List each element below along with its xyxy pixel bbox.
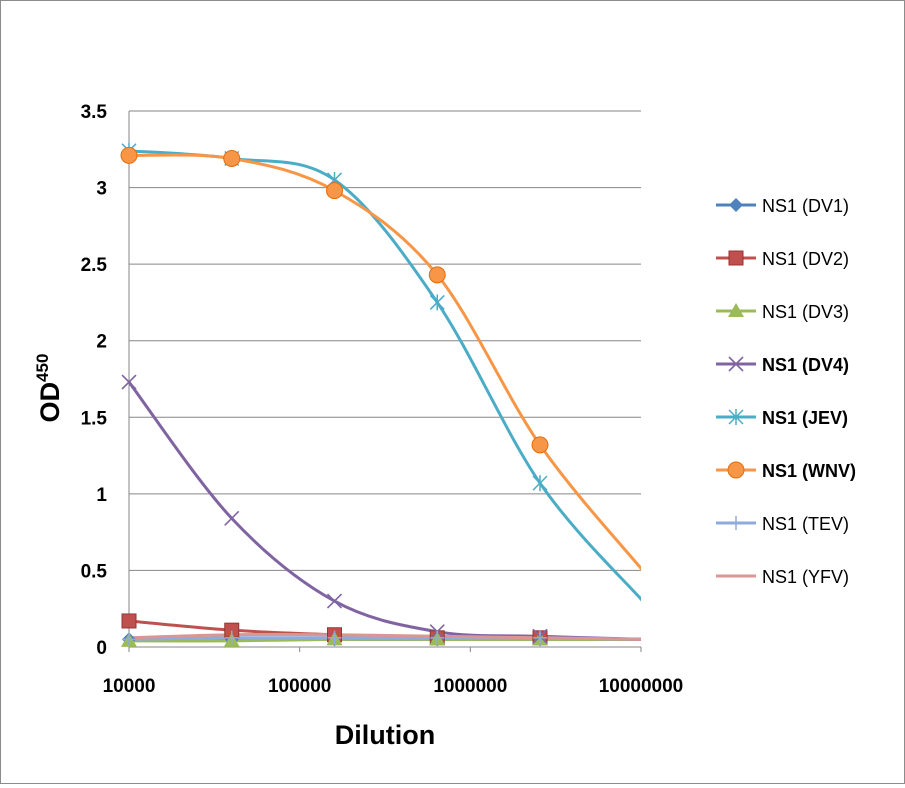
data-point-ns1-dv4 xyxy=(121,374,137,390)
legend-marker xyxy=(728,303,744,317)
legend-marker xyxy=(727,461,745,479)
data-point-ns1-tev xyxy=(327,630,342,645)
data-point-ns1-wnv xyxy=(531,436,549,454)
y-tick-label: 0.5 xyxy=(81,561,108,582)
x-tick-label: 10000000 xyxy=(599,676,684,697)
legend-label: NS1 (TEV) xyxy=(762,514,849,534)
y-tick-label: 1.5 xyxy=(81,408,108,429)
legend-marker xyxy=(729,516,743,530)
legend-label: NS1 (DV1) xyxy=(762,196,849,216)
legend-item-ns1-dv4: NS1 (DV4) xyxy=(716,355,849,375)
y-axis-title-main: OD xyxy=(35,382,65,423)
y-axis-title-superscript: 450 xyxy=(33,354,52,382)
legend-item-ns1-dv1: NS1 (DV1) xyxy=(716,196,849,216)
legend-item-ns1-jev: NS1 (JEV) xyxy=(716,408,848,428)
data-point-ns1-dv4 xyxy=(326,593,343,609)
legend-label: NS1 (WNV) xyxy=(762,461,856,481)
data-point-ns1-jev xyxy=(532,475,548,492)
data-point-ns1-tev xyxy=(122,632,136,647)
legend-marker xyxy=(729,198,743,212)
data-point-ns1-wnv xyxy=(326,182,344,200)
legend-marker xyxy=(728,409,744,425)
series-line-ns1-dv4 xyxy=(129,380,641,641)
y-tick-label: 2.5 xyxy=(81,255,108,276)
x-tick-label: 1000000 xyxy=(433,676,507,697)
data-point-ns1-dv2 xyxy=(121,613,137,629)
y-tick-label: 3.5 xyxy=(81,102,108,123)
x-axis-title: Dilution xyxy=(335,720,435,750)
y-tick-label: 1 xyxy=(96,485,107,506)
data-point-ns1-wnv xyxy=(223,149,241,167)
x-tick-label: 10000 xyxy=(103,676,156,697)
legend-marker xyxy=(728,356,744,372)
data-point-ns1-jev xyxy=(429,294,445,311)
data-point-ns1-tev xyxy=(430,630,445,645)
y-tick-label: 3 xyxy=(96,179,107,200)
legend-item-ns1-dv3: NS1 (DV3) xyxy=(716,302,849,322)
legend-item-ns1-yfv: NS1 (YFV) xyxy=(716,567,849,587)
y-axis-title: OD450 xyxy=(33,354,65,423)
x-axis-ticks: 10000 100000 1000000 10000000 xyxy=(103,647,684,697)
legend-label: NS1 (JEV) xyxy=(762,408,848,428)
series-lines xyxy=(129,149,641,643)
data-point-ns1-wnv xyxy=(428,266,446,284)
data-point-ns1-wnv xyxy=(120,146,138,164)
gridlines xyxy=(128,110,641,648)
series-markers xyxy=(120,142,549,647)
series-line-ns1-yfv xyxy=(129,632,641,641)
data-point-ns1-tev xyxy=(533,630,548,645)
legend-item-ns1-wnv: NS1 (WNV) xyxy=(716,461,856,481)
legend-item-ns1-tev: NS1 (TEV) xyxy=(716,514,849,534)
y-axis-ticks: 0 0.5 1 1.5 2 2.5 3 3.5 xyxy=(81,102,108,659)
legend-item-ns1-dv2: NS1 (DV2) xyxy=(716,249,849,269)
legend-label: NS1 (DV3) xyxy=(762,302,849,322)
legend-label: NS1 (DV2) xyxy=(762,249,849,269)
data-point-ns1-tev xyxy=(224,630,239,645)
legend-marker xyxy=(728,250,744,266)
series-line-ns1-jev xyxy=(129,149,641,602)
legend-label: NS1 (DV4) xyxy=(762,355,849,375)
data-point-ns1-dv4 xyxy=(224,510,240,526)
legend-label: NS1 (YFV) xyxy=(762,567,849,587)
y-tick-label: 0 xyxy=(96,638,107,659)
legend: NS1 (DV1) NS1 (DV2) NS1 (DV3) NS1 (DV4) NS1 … xyxy=(716,196,856,587)
y-tick-label: 2 xyxy=(96,332,107,353)
x-tick-label: 100000 xyxy=(268,676,331,697)
series-line-ns1-wnv xyxy=(129,153,641,571)
